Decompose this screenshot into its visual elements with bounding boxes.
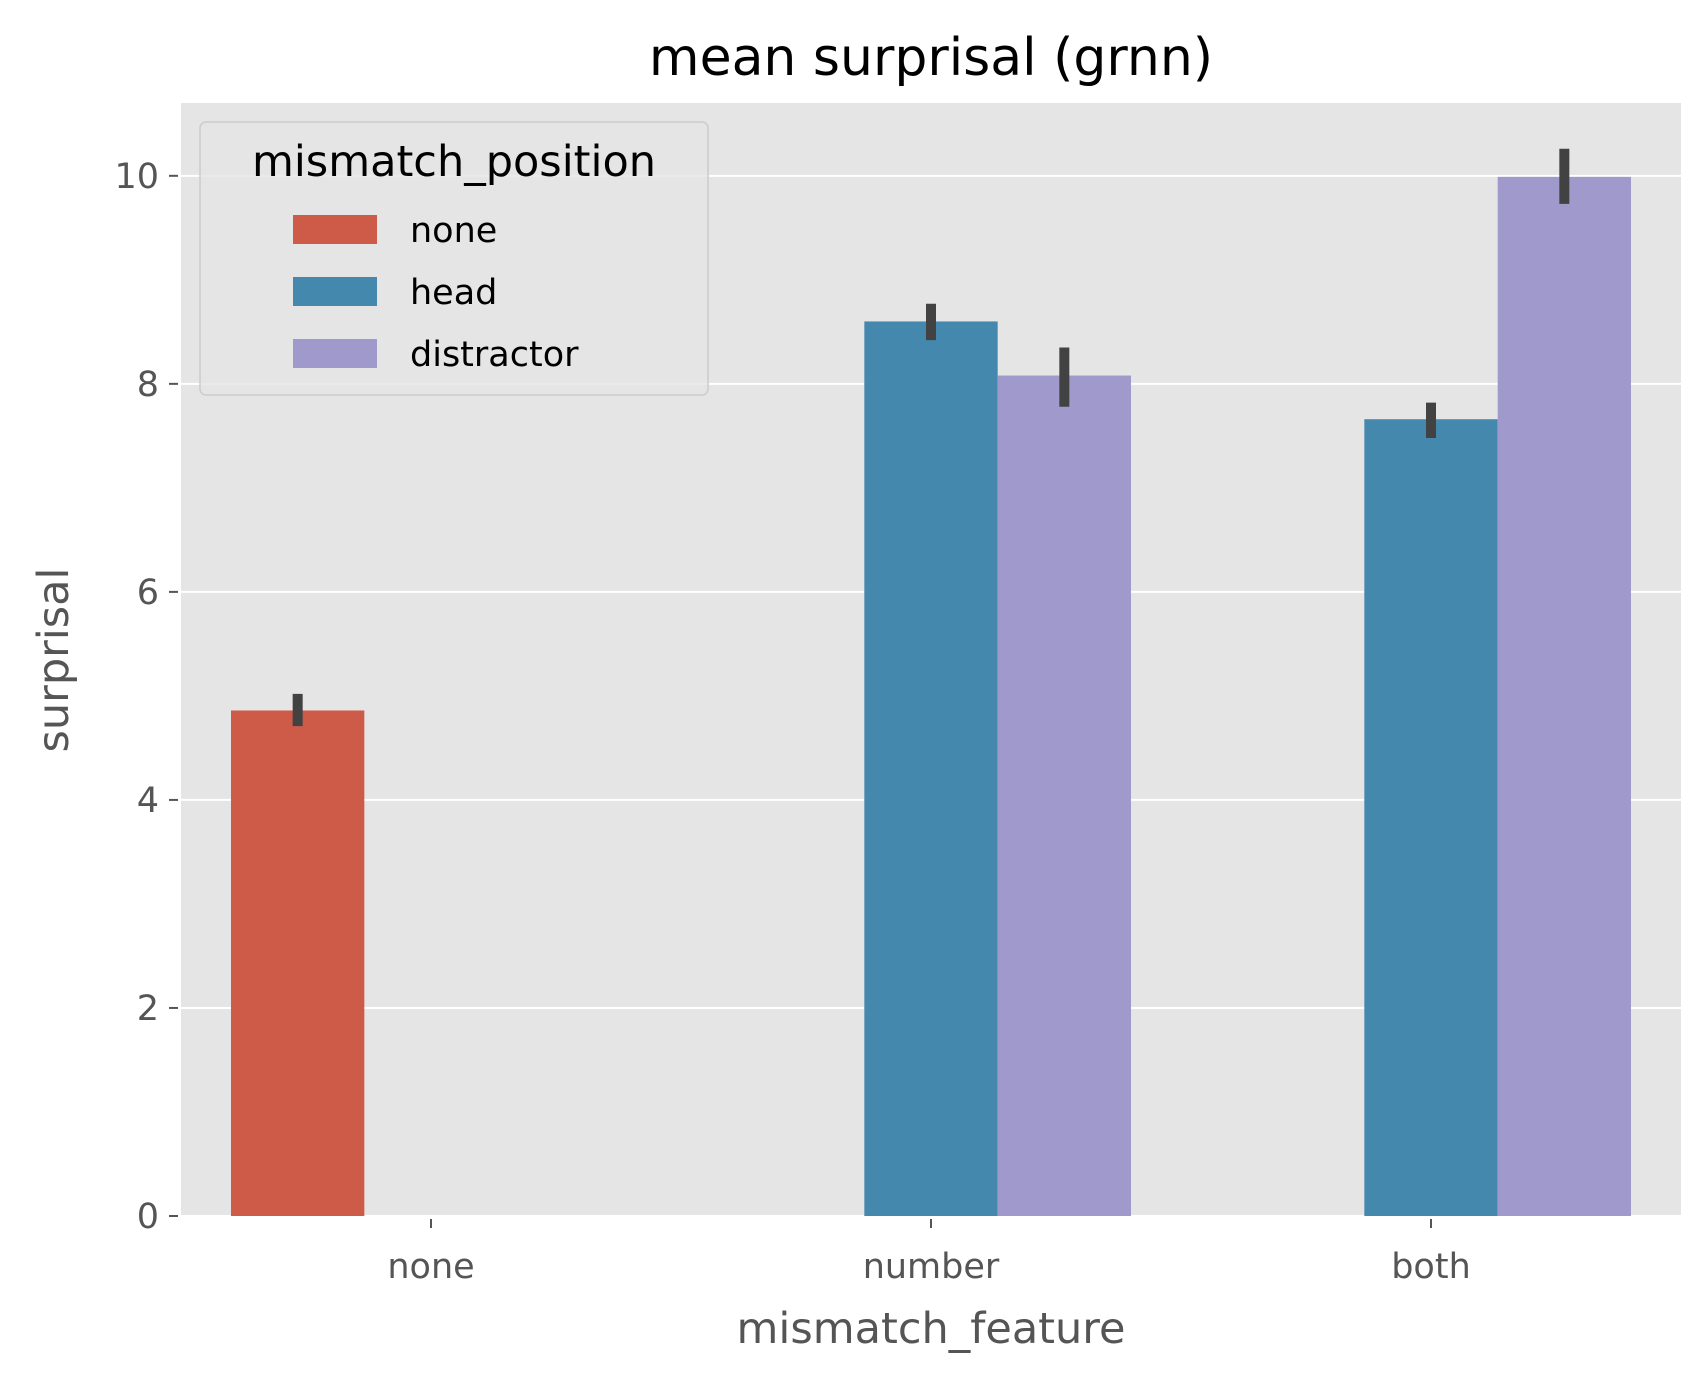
legend-label-head: head	[410, 273, 497, 313]
legend-label-distractor: distractor	[410, 335, 579, 375]
y-axis-label: surprisal	[29, 568, 79, 753]
y-tick-label: 6	[137, 573, 159, 613]
x-tick-label: both	[1391, 1247, 1471, 1287]
bar-head-number	[864, 321, 998, 1217]
y-tick-label: 0	[137, 1197, 159, 1237]
x-tick-label: none	[387, 1247, 474, 1287]
bar-head-both	[1364, 419, 1498, 1217]
x-axis-label: mismatch_feature	[737, 1304, 1126, 1354]
legend-title: mismatch_position	[252, 137, 656, 187]
legend-swatch-head	[293, 277, 377, 306]
y-tick-label: 8	[137, 365, 159, 405]
bar-none-none	[231, 710, 365, 1216]
chart-title: mean surprisal (grnn)	[649, 28, 1213, 88]
x-axis: none number both	[387, 1219, 1471, 1287]
bars	[231, 176, 1631, 1217]
x-tick-label: number	[863, 1247, 1000, 1287]
legend: mismatch_position none head distractor	[199, 121, 709, 396]
legend-items: none head distractor	[293, 211, 579, 375]
bar-distractor-both	[1497, 176, 1631, 1216]
legend-swatch-none	[293, 215, 377, 244]
legend-label-none: none	[410, 211, 497, 251]
legend-box	[199, 121, 709, 396]
y-tick-label: 10	[114, 157, 159, 197]
y-axis: 0 2 4 6 8 10	[114, 157, 178, 1237]
y-tick-label: 4	[137, 781, 159, 821]
bar-distractor-number	[997, 375, 1131, 1217]
error-bars	[292, 148, 1570, 727]
legend-swatch-distractor	[293, 339, 377, 368]
y-tick-label: 2	[137, 989, 159, 1029]
